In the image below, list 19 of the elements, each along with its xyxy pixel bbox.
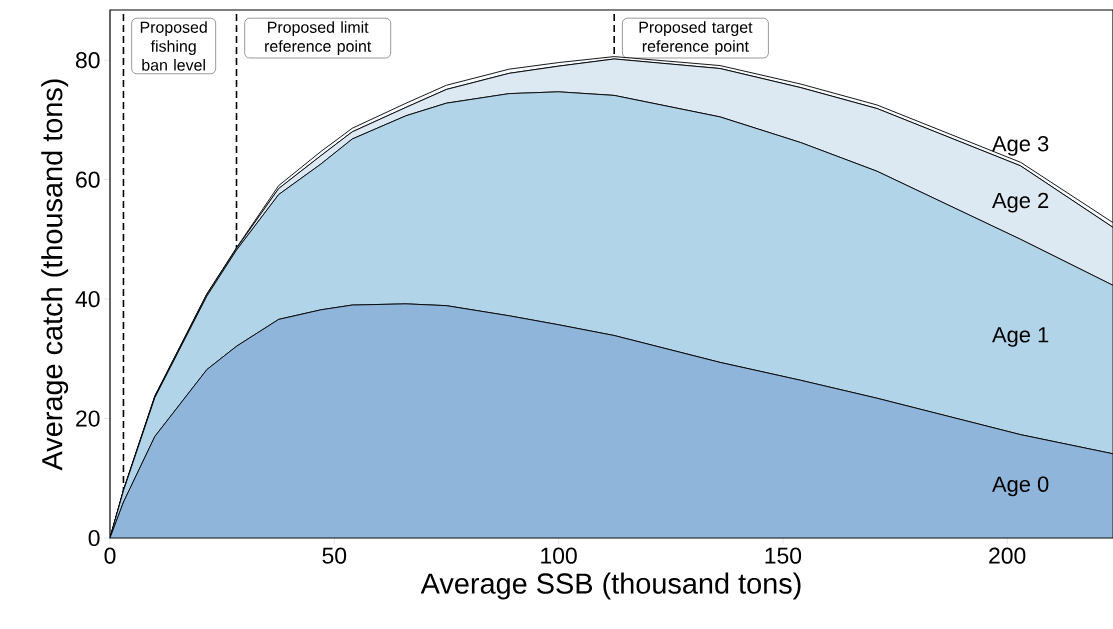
ref-line-label: Proposed limit reference point (265, 21, 372, 55)
x-tick-label: 200 (989, 547, 1026, 564)
ref-line-label: Proposed fishing ban level (140, 21, 207, 71)
series-label: Age 3 (992, 135, 1049, 156)
series-label: Age 2 (992, 192, 1049, 213)
y-tick-label: 60 (76, 171, 100, 188)
y-tick-label: 0 (88, 529, 100, 547)
ref-line-label: Proposed target reference point (639, 21, 753, 55)
x-tick-label: 50 (322, 547, 347, 564)
y-tick-label: 40 (75, 290, 100, 308)
y-axis-title: Average catch (thousand tons) (41, 79, 69, 471)
series-label: Age 0 (992, 476, 1049, 497)
x-tick-label: 100 (541, 547, 577, 564)
y-tick-label: 80 (75, 52, 100, 69)
x-tick-label: 150 (765, 547, 802, 564)
x-tick-label: 0 (104, 547, 116, 564)
x-axis-title: Average SSB (thousand tons) (420, 572, 801, 600)
y-tick-label: 20 (76, 410, 100, 427)
series-label: Age 1 (992, 327, 1049, 347)
